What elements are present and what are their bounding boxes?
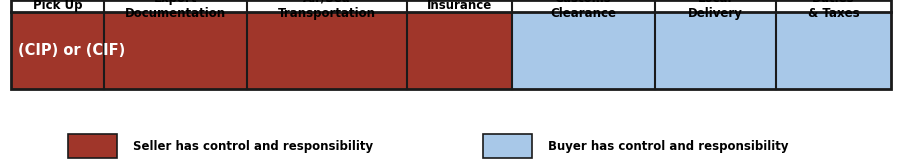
- Text: Pick Up: Pick Up: [32, 0, 82, 12]
- Text: Buyer has control and responsibility: Buyer has control and responsibility: [548, 140, 789, 153]
- Text: Local
Delivery: Local Delivery: [687, 0, 742, 20]
- Bar: [11, 0, 891, 12]
- Bar: [511, 12, 891, 89]
- Bar: [11, 12, 511, 89]
- Text: Insurance: Insurance: [427, 0, 492, 12]
- Text: Duties
& Taxes: Duties & Taxes: [807, 0, 860, 20]
- Bar: [68, 134, 117, 158]
- Text: (CIP) or (CIF): (CIP) or (CIF): [18, 43, 125, 58]
- Text: Customs
Clearance: Customs Clearance: [550, 0, 616, 20]
- Text: Air/Sea
Transportation: Air/Sea Transportation: [278, 0, 376, 20]
- Bar: [483, 134, 532, 158]
- Bar: [11, 0, 891, 89]
- Text: Seller has control and responsibility: Seller has control and responsibility: [133, 140, 373, 153]
- Text: Export
Documentation: Export Documentation: [125, 0, 226, 20]
